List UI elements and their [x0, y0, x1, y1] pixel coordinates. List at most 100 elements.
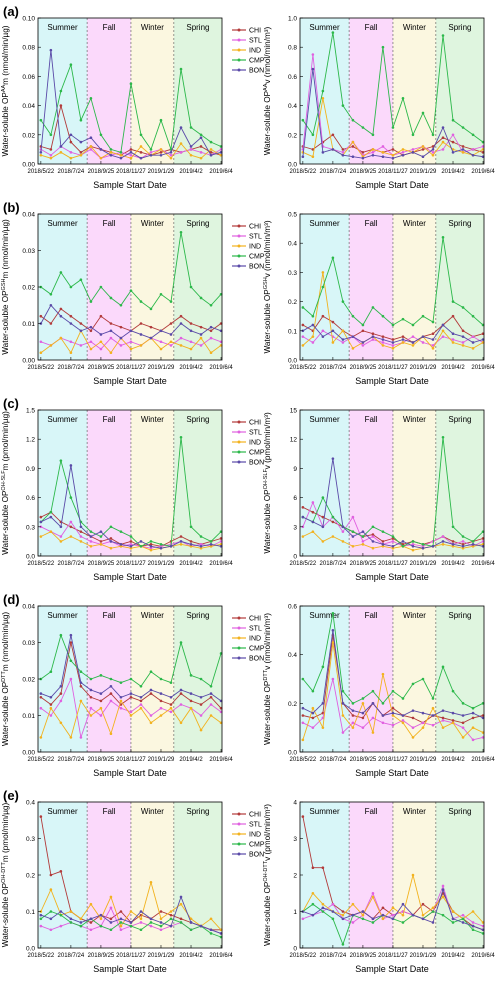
data-point-chi	[331, 133, 335, 137]
data-point-ind	[199, 156, 203, 160]
y-tick-label: 0.2	[288, 701, 297, 708]
data-point-ind	[189, 706, 193, 710]
chart-c-m: Summer Fall Winter Spring 0.0 0.3 0.6 0.9 1.2 1.5…	[1, 408, 233, 583]
y-tick-label: 12	[290, 437, 298, 444]
data-point-cmp	[441, 913, 445, 917]
y-tick-label: 9	[293, 466, 297, 473]
panel-letter: (c)	[3, 396, 19, 411]
season-label: Fall	[365, 219, 378, 228]
data-point-ind	[39, 736, 43, 739]
x-tick-label: 2019/6/4	[471, 365, 495, 371]
data-point-cmp	[391, 689, 395, 693]
data-point-bon	[89, 325, 93, 329]
data-point-ind	[149, 881, 153, 884]
data-point-chi	[401, 335, 405, 338]
x-tick-label: 2018/5/22	[290, 169, 317, 175]
data-point-ind	[431, 906, 435, 910]
y-tick-label: 0.0	[288, 358, 297, 365]
data-point-ind	[59, 540, 63, 543]
data-point-chi	[401, 543, 405, 546]
data-point-ind	[209, 917, 213, 921]
data-point-cmp	[411, 540, 415, 543]
data-point-ind	[89, 544, 93, 548]
data-point-ind	[99, 340, 103, 344]
data-point-stl	[351, 921, 355, 924]
legend-marker-stl	[237, 626, 241, 630]
data-point-chi	[209, 329, 213, 333]
data-point-ind	[391, 153, 395, 157]
data-point-bon	[79, 525, 83, 529]
data-point-cmp	[421, 111, 425, 115]
data-point-ind	[451, 910, 455, 913]
season-label: Winter	[141, 23, 164, 32]
season-band-spring	[435, 214, 484, 360]
data-point-chi	[89, 329, 93, 333]
data-point-cmp	[209, 685, 213, 688]
season-band-fall	[87, 214, 131, 360]
data-point-cmp	[371, 525, 375, 529]
y-tick-label: 0.01	[22, 713, 35, 720]
data-point-stl	[341, 530, 345, 533]
data-point-chi	[301, 323, 305, 327]
data-point-chi	[49, 148, 53, 151]
season-label: Fall	[103, 611, 116, 620]
data-point-cmp	[451, 118, 455, 122]
data-point-ind	[109, 895, 113, 899]
data-point-ind	[119, 544, 123, 548]
data-point-cmp	[361, 323, 365, 327]
data-point-cmp	[79, 278, 83, 282]
data-point-bon	[361, 156, 365, 160]
data-point-bon	[199, 695, 203, 699]
data-point-cmp	[461, 917, 465, 921]
data-point-cmp	[361, 697, 365, 700]
data-point-bon	[49, 48, 53, 52]
season-label: Spring	[448, 611, 471, 620]
x-tick-label: 2018/9/25	[88, 757, 115, 763]
y-tick-label: 0.0	[26, 946, 35, 953]
data-point-bon	[49, 695, 53, 699]
data-point-chi	[411, 716, 415, 720]
data-point-stl	[99, 714, 103, 717]
data-point-cmp	[189, 126, 193, 129]
data-point-stl	[371, 338, 375, 341]
data-point-stl	[119, 344, 123, 347]
data-point-stl	[331, 902, 335, 906]
data-point-cmp	[119, 530, 123, 533]
data-point-cmp	[431, 697, 435, 700]
data-point-cmp	[371, 306, 375, 309]
data-point-chi	[79, 322, 83, 325]
data-point-ind	[331, 641, 335, 644]
data-point-chi	[461, 329, 465, 333]
data-point-bon	[421, 917, 425, 921]
data-point-cmp	[401, 544, 405, 548]
data-point-bon	[391, 544, 395, 548]
data-point-bon	[129, 921, 133, 924]
x-tick-label: 2019/1/29	[410, 757, 437, 763]
season-band-winter	[130, 214, 174, 360]
data-point-cmp	[471, 133, 475, 137]
x-tick-label: 2018/9/25	[350, 365, 377, 371]
season-label: Spring	[448, 415, 471, 424]
data-point-chi	[381, 540, 385, 543]
legend-marker-cmp	[237, 842, 241, 846]
data-point-bon	[129, 544, 133, 548]
panel-letter: (a)	[3, 4, 19, 19]
x-tick-label: 2018/11/27	[378, 757, 408, 763]
x-tick-label: 2019/4/2	[179, 169, 203, 175]
data-point-cmp	[159, 543, 163, 546]
data-point-bon	[99, 333, 103, 336]
data-point-bon	[371, 917, 375, 921]
data-point-bon	[179, 126, 183, 129]
data-point-ind	[371, 731, 375, 734]
data-point-ind	[209, 351, 213, 355]
data-point-bon	[39, 692, 43, 695]
data-point-stl	[361, 344, 365, 347]
x-tick-label: 2019/4/2	[441, 169, 465, 175]
legend-label: STL	[249, 626, 262, 633]
data-point-stl	[421, 544, 425, 548]
data-point-stl	[199, 344, 203, 347]
x-tick-label: 2019/6/4	[209, 757, 233, 763]
x-tick-label: 2019/1/29	[410, 365, 437, 371]
legend-marker-cmp	[237, 254, 241, 258]
season-band-summer	[300, 18, 350, 164]
